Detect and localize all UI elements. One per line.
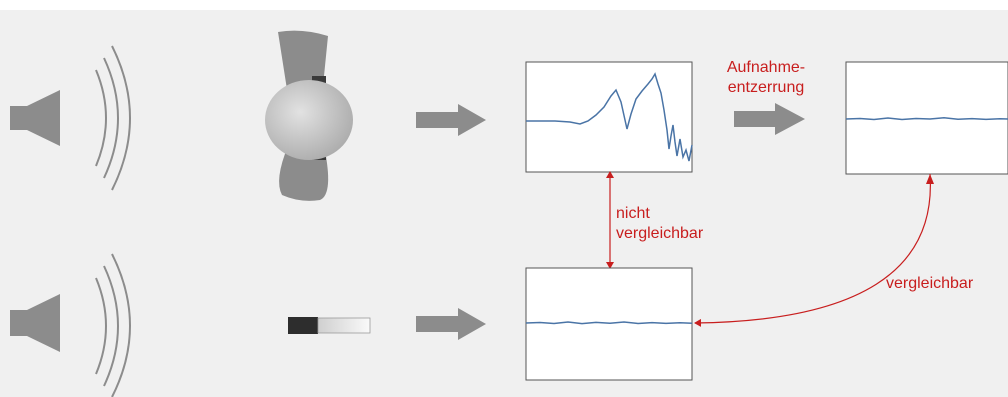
not-comparable-label-line1: nicht xyxy=(616,205,650,222)
equalization-label: Aufnahme- entzerrung xyxy=(716,58,816,98)
speaker-icon xyxy=(10,90,60,146)
head-with-ear-microphones-icon xyxy=(265,30,353,201)
diagram-stage: Aufnahme- entzerrung nicht vergleichbar … xyxy=(0,10,1008,397)
diagram-graphics xyxy=(10,30,1008,397)
sound-waves-icon xyxy=(95,45,131,191)
not-comparable-label: nicht vergleichbar xyxy=(616,204,703,244)
sound-waves-icon xyxy=(95,253,131,397)
raw-response-plot xyxy=(525,61,693,173)
reference-response-plot xyxy=(525,267,693,381)
equalized-response-plot xyxy=(845,61,1008,175)
arrow-icon xyxy=(416,308,486,340)
speaker-icon xyxy=(10,294,60,352)
equalization-label-line1: Aufnahme- xyxy=(726,59,806,76)
not-comparable-label-line2: vergleichbar xyxy=(616,225,704,242)
reference-response-signal xyxy=(525,321,693,325)
arrow-icon xyxy=(416,104,486,136)
comparable-arrowhead xyxy=(926,174,934,184)
arrow-icon xyxy=(734,103,805,135)
measurement-microphone-icon xyxy=(288,317,371,334)
equalization-label-line2: entzerrung xyxy=(727,79,805,96)
raw-response-signal xyxy=(526,72,693,162)
equalized-response-signal xyxy=(845,117,1008,121)
comparable-label: vergleichbar xyxy=(886,275,974,292)
comparable-arrow xyxy=(694,173,931,327)
